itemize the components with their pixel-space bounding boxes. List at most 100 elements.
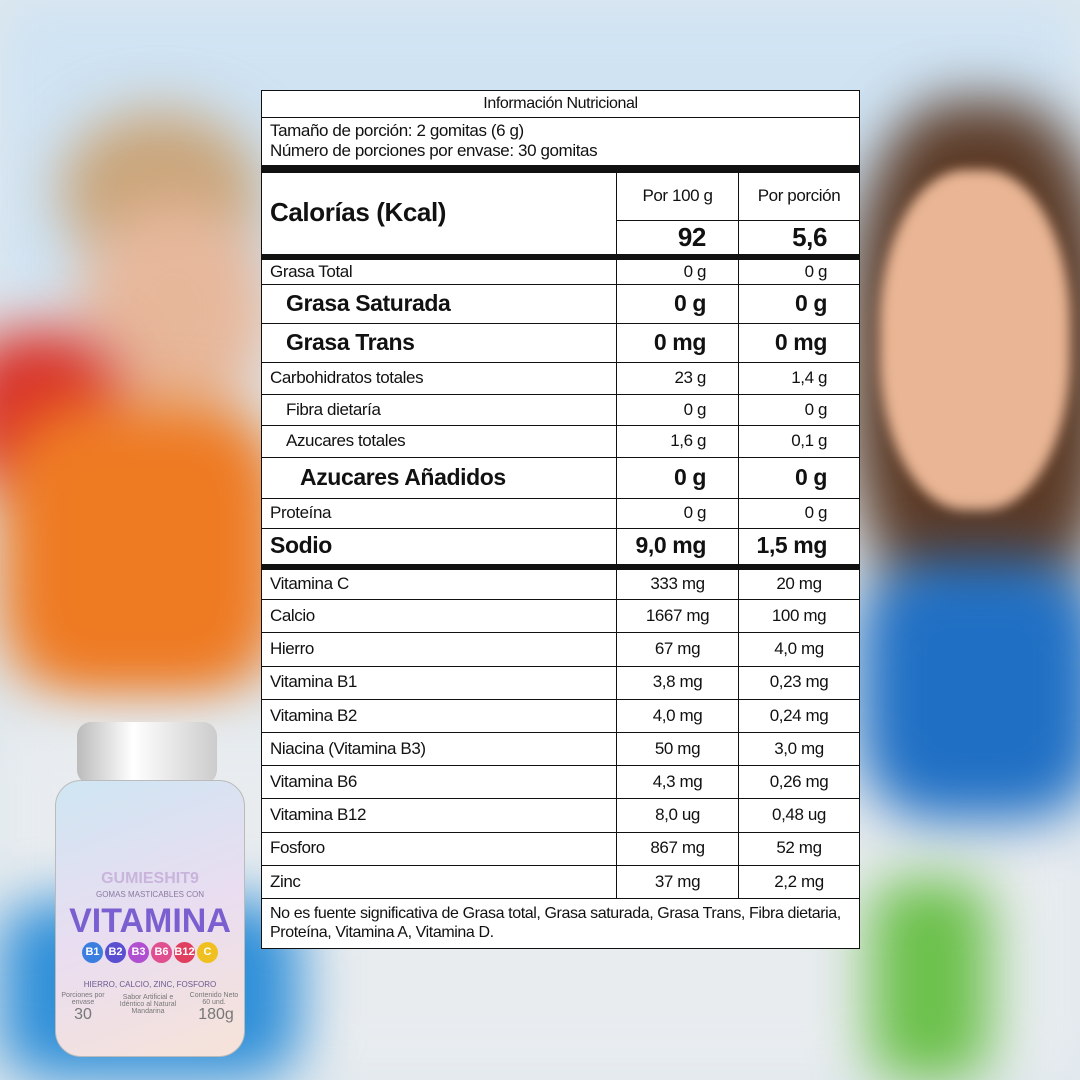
minerals: HIERRO, CALCIO, ZINC, FOSFORO	[83, 980, 217, 989]
nutrient-name: Proteína	[261, 498, 617, 529]
value-per-portion: 1,4 g	[737, 362, 861, 395]
vitamin-name: Vitamina B2	[261, 698, 617, 733]
vitamin-row: Zinc 37 mg 2,2 mg	[261, 864, 861, 899]
value-per-100g: 23 g	[616, 362, 739, 395]
value-per-portion: 2,2 mg	[737, 864, 861, 899]
value-per-100g: 4,0 mg	[616, 698, 739, 733]
value-per-100g: 67 mg	[616, 632, 739, 667]
value-per-portion: 0 g	[737, 457, 861, 499]
servings-label: Porciones por envase	[61, 992, 105, 1006]
value-per-portion: 0,23 mg	[737, 665, 861, 700]
vitamin-row: Calcio 1667 mg 100 mg	[261, 599, 861, 634]
nutrient-name: Azucares Añadidos	[261, 457, 617, 499]
value-per-100g: 9,0 mg	[616, 528, 739, 567]
footnote: No es fuente significativa de Grasa tota…	[260, 897, 861, 949]
vitamin-row: Vitamina C 333 mg 20 mg	[261, 563, 861, 601]
vitamin-row: Fosforo 867 mg 52 mg	[261, 831, 861, 866]
column-header: Por porción	[737, 164, 861, 221]
bottle-cap	[77, 722, 217, 784]
nutrient-name: Fibra dietaría	[261, 394, 617, 426]
servings-per-container: Número de porciones por envase: 30 gomit…	[270, 141, 598, 161]
vitamin-name: Vitamina B1	[261, 665, 617, 700]
vitamin-name: Vitamina B12	[261, 798, 617, 833]
nutrient-name: Grasa Saturada	[261, 284, 617, 324]
value-per-100g: 0 g	[616, 498, 739, 529]
bottle-body	[55, 780, 245, 1057]
nutrient-row: Carbohidratos totales 23 g 1,4 g	[261, 362, 861, 395]
serving-info: Tamaño de porción: 2 gomitas (6 g) Número…	[260, 117, 861, 169]
vitamin-name: Niacina (Vitamina B3)	[261, 731, 617, 767]
value-per-portion: 0 g	[737, 498, 861, 529]
vitamin-row: Niacina (Vitamina B3) 50 mg 3,0 mg	[261, 731, 861, 767]
value-per-100g: 1,6 g	[616, 425, 739, 458]
vitamin-badge: B2	[105, 942, 126, 963]
vitamin-row: Hierro 67 mg 4,0 mg	[261, 632, 861, 667]
value-per-portion: 0,24 mg	[737, 698, 861, 733]
value-per-100g: 37 mg	[616, 864, 739, 899]
bg-shirt-orange	[0, 400, 280, 700]
vitamin-badge: B1	[82, 942, 103, 963]
vitamin-name: Zinc	[261, 864, 617, 899]
vitamin-name: Vitamina B6	[261, 765, 617, 800]
column-header: Por 100 g	[616, 164, 739, 221]
value-per-100g: 333 mg	[616, 563, 739, 601]
value-per-portion: 100 mg	[737, 599, 861, 634]
nutrition-table: Información Nutricional Tamaño de porció…	[260, 90, 861, 949]
value-per-portion: 20 mg	[737, 563, 861, 601]
vitamin-name: Fosforo	[261, 831, 617, 866]
value-per-portion: 1,5 mg	[737, 528, 861, 567]
product-bottle: GUMIESHIT9 GOMAS MASTICABLES CON VITAMIN…	[55, 722, 245, 1057]
vitamin-row: Vitamina B2 4,0 mg 0,24 mg	[261, 698, 861, 733]
value-per-portion: 3,0 mg	[737, 731, 861, 767]
nutrient-name: Grasa Trans	[261, 323, 617, 363]
value-per-portion: 0,48 ug	[737, 798, 861, 833]
bg-girl-shirt	[860, 560, 1080, 820]
vitamin-name: Hierro	[261, 632, 617, 667]
nutrient-row: Grasa Trans 0 mg 0 mg	[261, 323, 861, 363]
vitamin-row: Vitamina B1 3,8 mg 0,23 mg	[261, 665, 861, 700]
nutrient-row: Sodio 9,0 mg 1,5 mg	[261, 528, 861, 567]
vitamin-badge: C	[197, 942, 218, 963]
weight: 180g	[198, 1006, 234, 1023]
value-per-portion: 0 mg	[737, 323, 861, 363]
value-per-100g: 3,8 mg	[616, 665, 739, 700]
value-per-100g: 0 g	[616, 284, 739, 324]
value-per-100g: 0 g	[616, 253, 739, 285]
nutrient-name: Grasa Total	[261, 253, 617, 285]
vitamin-badge: B6	[151, 942, 172, 963]
vitamin-badge: B3	[128, 942, 149, 963]
value-per-portion: 0 g	[737, 394, 861, 426]
value-per-portion: 0 g	[737, 253, 861, 285]
subtitle: GOMAS MASTICABLES CON	[95, 890, 205, 899]
vitamin-row: Vitamina B12 8,0 ug 0,48 ug	[261, 798, 861, 833]
value-per-100g: 0 g	[616, 457, 739, 499]
value-per-portion: 4,0 mg	[737, 632, 861, 667]
value-per-portion: 52 mg	[737, 831, 861, 866]
content-label: Contenido Neto 60 und.	[189, 992, 239, 1006]
table-title: Información Nutricional	[260, 90, 861, 118]
nutrient-row: Azucares totales 1,6 g 0,1 g	[261, 425, 861, 458]
vitamin-row: Vitamina B6 4,3 mg 0,26 mg	[261, 765, 861, 800]
value-per-100g: 867 mg	[616, 831, 739, 866]
bg-girl-face	[880, 170, 1070, 510]
value-per-100g: 50 mg	[616, 731, 739, 767]
flavor: Sabor Artificial e Idéntico al Natural M…	[119, 994, 177, 1015]
value-per-100g: 1667 mg	[616, 599, 739, 634]
value-per-portion: 0 g	[737, 284, 861, 324]
bg-cup	[870, 880, 990, 1080]
value-per-100g: 8,0 ug	[616, 798, 739, 833]
value-per-100g: 0 g	[616, 394, 739, 426]
value-per-portion: 0,26 mg	[737, 765, 861, 800]
vitamin-name: Calcio	[261, 599, 617, 634]
calories-value: 92	[616, 220, 739, 257]
nutrient-name: Azucares totales	[261, 425, 617, 458]
calories-label: Calorías (Kcal)	[261, 164, 617, 257]
vitamin-name: Vitamina C	[261, 563, 617, 601]
nutrient-name: Sodio	[261, 528, 617, 567]
